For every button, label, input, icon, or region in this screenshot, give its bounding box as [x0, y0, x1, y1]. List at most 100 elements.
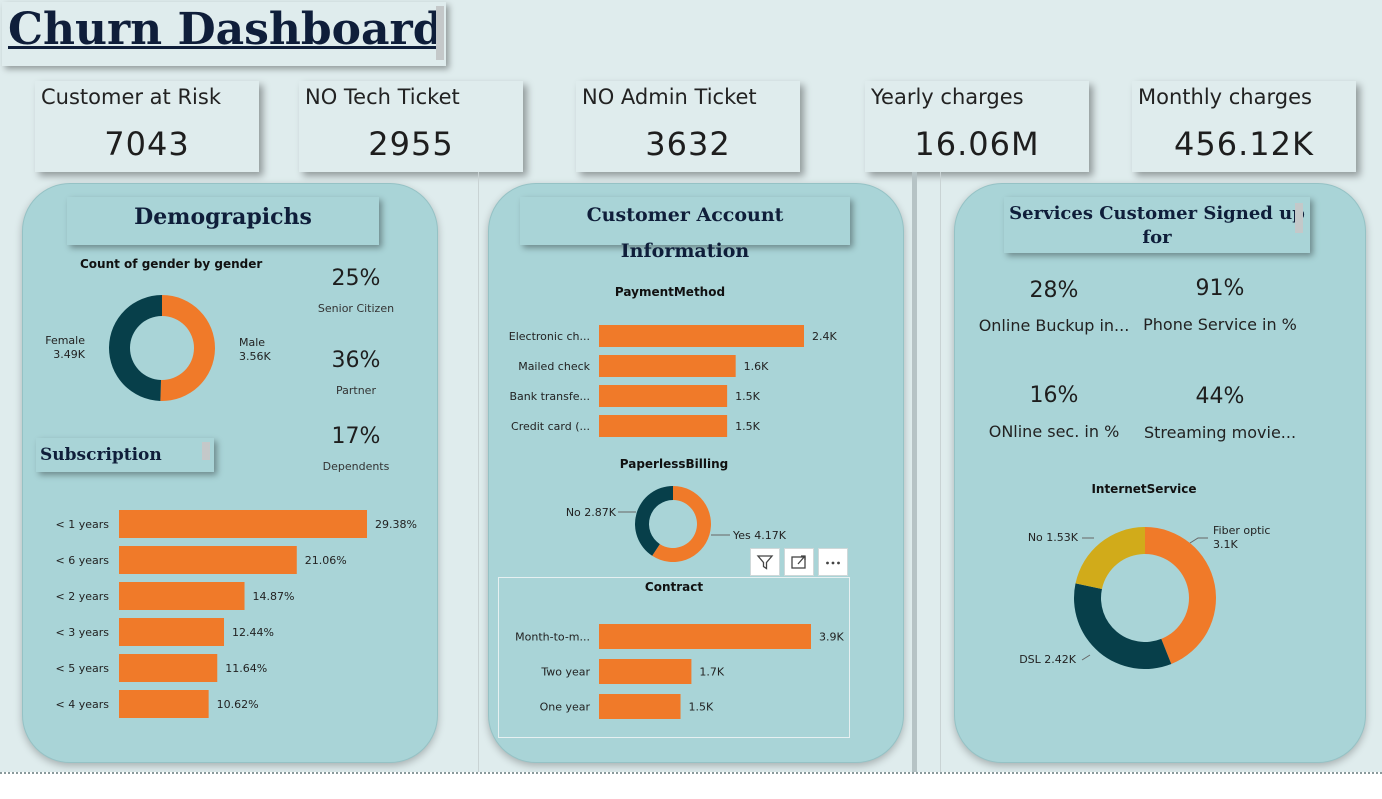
focus-mode-icon-glyph — [791, 555, 806, 569]
more-options-icon[interactable] — [818, 548, 848, 576]
kpi-label: Monthly charges — [1138, 85, 1312, 109]
category-label: One year — [540, 701, 591, 714]
value-label-fiber: 3.1K — [1213, 538, 1238, 551]
partner-value: 36% — [331, 348, 381, 373]
value-label: 2.4K — [812, 330, 837, 343]
contract-bar-chart[interactable]: Month-to-m... 3.9K Two year 1.7K One year 1.5… — [494, 615, 854, 725]
phone-service-label: Phone Service in % — [1143, 315, 1297, 334]
account-panel — [488, 183, 904, 763]
kpi-card-no-admin-ticket[interactable]: NO Admin Ticket 3632 — [576, 81, 800, 172]
value-label: 1.7K — [699, 666, 724, 679]
value-label: 11.64% — [225, 662, 267, 675]
category-label: < 6 years — [56, 554, 110, 567]
services-header-scrollbar[interactable] — [1295, 203, 1303, 233]
legend-label-female: Female — [45, 334, 85, 347]
value-label-yes: Yes 4.17K — [732, 529, 787, 542]
more-options-icon-glyph — [826, 561, 840, 565]
account-header: Customer Account Information — [520, 197, 850, 262]
category-label: Mailed check — [518, 360, 590, 373]
value-label: 12.44% — [232, 626, 274, 639]
kpi-card-customer-at-risk[interactable]: Customer at Risk 7043 — [35, 81, 259, 172]
category-label: < 1 years — [56, 518, 110, 531]
title-box: Churn Dashboard — [2, 2, 446, 66]
bar[interactable] — [119, 654, 218, 682]
value-label: 1.5K — [689, 701, 714, 714]
bar[interactable] — [599, 415, 728, 437]
filter-icon[interactable] — [750, 548, 780, 576]
kpi-value: 16.06M — [914, 125, 1040, 163]
bar[interactable] — [599, 325, 804, 347]
page-title: Churn Dashboard — [8, 4, 444, 55]
bar[interactable] — [599, 355, 736, 377]
contract-visual-frame[interactable] — [498, 577, 850, 738]
value-label: 14.87% — [253, 590, 295, 603]
online-backup-label: Online Buckup in... — [978, 316, 1130, 335]
category-label: < 3 years — [56, 626, 110, 639]
bar[interactable] — [119, 510, 367, 538]
donut-slice[interactable] — [1075, 527, 1145, 589]
internet-service-title: InternetService — [1091, 482, 1197, 496]
partner-label: Partner — [336, 384, 376, 397]
online-security-label: ONline sec. in % — [988, 422, 1120, 441]
legend-label-male: Male — [239, 336, 265, 349]
senior-citizen-label: Senior Citizen — [317, 302, 395, 315]
category-label: < 5 years — [56, 662, 110, 675]
category-label: < 4 years — [56, 698, 110, 711]
kpi-value: 456.12K — [1174, 125, 1314, 163]
donut-slice[interactable] — [1074, 583, 1172, 669]
services-header-line2: for — [1142, 227, 1172, 248]
payment-method-bar-chart[interactable]: Electronic ch... 2.4K Mailed check 1.6K Bank… — [494, 318, 854, 443]
focus-mode-icon[interactable] — [784, 548, 814, 576]
kpi-card-monthly-charges[interactable]: Monthly charges 456.12K — [1132, 81, 1356, 172]
paperless-billing-donut-chart[interactable]: Yes 4.17K No 2.87K — [494, 475, 854, 575]
donut-slice[interactable] — [635, 486, 673, 556]
legend-label-fiber: Fiber optic — [1213, 524, 1270, 537]
dashboard-canvas: Churn Dashboard Customer at Risk 7043 NO… — [0, 0, 1382, 772]
phone-service-value: 91% — [1195, 276, 1245, 301]
value-label-female: 3.49K — [53, 348, 85, 361]
filter-icon-glyph — [756, 555, 774, 570]
bottom-separator — [0, 772, 1382, 774]
bar[interactable] — [599, 385, 728, 407]
kpi-value: 3632 — [645, 125, 731, 163]
value-label: 1.5K — [735, 390, 760, 403]
donut-slice[interactable] — [108, 295, 162, 401]
category-label: Month-to-m... — [515, 631, 590, 644]
bar[interactable] — [119, 582, 245, 610]
services-header-line1: Services Customer Signed up — [1009, 203, 1305, 224]
subscription-header: Subscription — [36, 438, 214, 472]
bar[interactable] — [119, 546, 297, 574]
value-label-no: No 2.87K — [566, 506, 617, 519]
category-label: Electronic ch... — [509, 330, 590, 343]
donut-slice[interactable] — [652, 486, 711, 562]
divider — [478, 172, 479, 772]
subscription-bar-chart[interactable]: < 1 years 29.38% < 6 years 21.06% < 2 years 1… — [40, 500, 430, 725]
demographics-panel — [22, 183, 438, 763]
donut-slice[interactable] — [160, 295, 215, 401]
bar[interactable] — [119, 618, 225, 646]
bar[interactable] — [599, 624, 811, 649]
kpi-card-no-tech-ticket[interactable]: NO Tech Ticket 2955 — [299, 81, 523, 172]
bar[interactable] — [599, 659, 692, 684]
title-scrollbar[interactable] — [436, 6, 444, 60]
online-security-value: 16% — [1029, 383, 1079, 408]
kpi-label: NO Admin Ticket — [582, 85, 757, 109]
category-label: Bank transfe... — [509, 390, 590, 403]
divider-bar — [912, 172, 917, 772]
contract-title: Contract — [644, 580, 704, 594]
paperless-billing-title: PaperlessBilling — [619, 457, 729, 471]
bar[interactable] — [599, 694, 681, 719]
dependents-value: 17% — [331, 424, 381, 449]
bar[interactable] — [119, 690, 209, 718]
donut-slice[interactable] — [1145, 527, 1216, 664]
subscription-scrollbar[interactable] — [202, 442, 210, 460]
kpi-card-yearly-charges[interactable]: Yearly charges 16.06M — [865, 81, 1089, 172]
senior-citizen-value: 25% — [331, 266, 381, 291]
kpi-label: Customer at Risk — [41, 85, 221, 109]
value-label-male: 3.56K — [239, 350, 271, 363]
dependents-label: Dependents — [322, 460, 390, 473]
leader-line — [1081, 654, 1091, 661]
value-label: 10.62% — [217, 698, 259, 711]
